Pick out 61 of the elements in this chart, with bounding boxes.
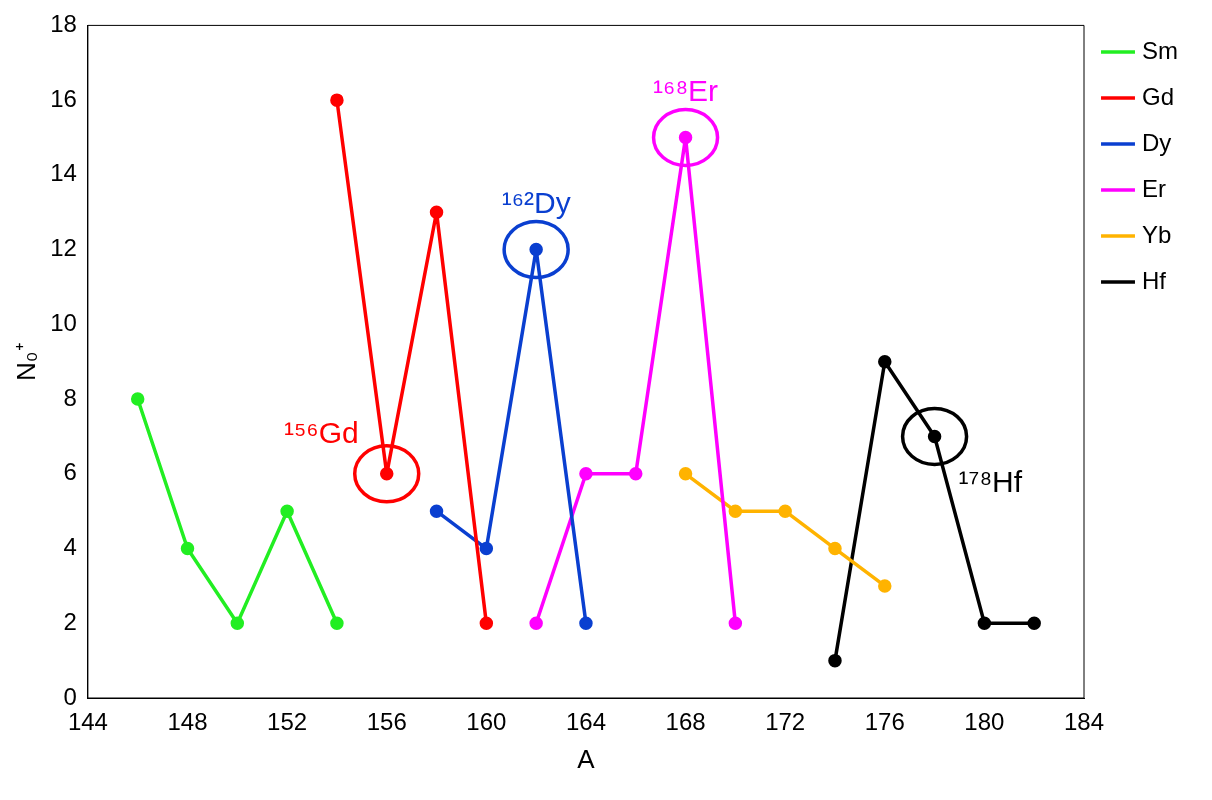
point	[330, 93, 344, 107]
legend-label: Hf	[1142, 266, 1167, 294]
point	[479, 616, 494, 631]
x-tick-label: 156	[366, 708, 407, 736]
point	[778, 504, 792, 518]
point	[479, 541, 494, 556]
y-axis-title: N₀⁺	[10, 342, 41, 381]
y-tick-label: 16	[50, 84, 77, 112]
point	[529, 616, 543, 631]
x-tick-label: 180	[964, 708, 1005, 736]
point	[280, 504, 294, 518]
point	[579, 616, 593, 631]
x-tick-label: 152	[267, 708, 308, 736]
point	[529, 242, 543, 257]
point	[878, 354, 892, 369]
point	[330, 616, 344, 631]
point	[230, 616, 245, 631]
y-tick-label: 4	[63, 533, 77, 561]
y-tick-label: 18	[50, 10, 77, 38]
y-tick-label: 6	[63, 458, 77, 486]
point	[379, 467, 394, 481]
point	[429, 504, 444, 518]
y-tick-label: 10	[50, 308, 77, 336]
x-tick-label: 168	[665, 708, 706, 736]
x-axis-title: A	[577, 743, 596, 774]
point	[927, 429, 942, 444]
point	[429, 205, 444, 219]
x-tick-label: 148	[167, 708, 208, 736]
point	[828, 653, 842, 668]
x-tick-label: 160	[466, 708, 507, 736]
legend-label: Dy	[1142, 128, 1172, 156]
annotation: ¹⁵⁶Gd	[283, 416, 359, 450]
legend-label: Yb	[1142, 220, 1172, 248]
point	[1027, 616, 1041, 631]
point	[678, 467, 693, 481]
y-tick-label: 0	[63, 682, 77, 710]
y-tick-label: 14	[50, 159, 77, 187]
point	[130, 392, 145, 406]
x-tick-label: 172	[765, 708, 806, 736]
point	[828, 541, 842, 556]
point	[728, 504, 743, 518]
annotation: ¹⁶⁸Er	[653, 73, 719, 107]
point	[579, 467, 593, 481]
y-tick-label: 12	[50, 234, 77, 262]
x-tick-label: 184	[1063, 708, 1105, 736]
annotation: ¹⁷⁸Hf	[958, 464, 1023, 498]
point	[878, 579, 892, 593]
x-tick-label: 176	[864, 708, 905, 736]
annotation: ¹⁶²Dy	[501, 185, 571, 219]
y-tick-label: 2	[63, 607, 77, 635]
x-tick-label: 164	[565, 708, 606, 736]
legend-label: Er	[1142, 174, 1167, 202]
point	[678, 130, 693, 145]
x-tick-label: 144	[67, 708, 108, 736]
y-tick-label: 8	[63, 383, 77, 411]
legend-label: Sm	[1142, 36, 1178, 64]
point	[728, 616, 743, 631]
point	[977, 616, 992, 631]
legend-label: Gd	[1142, 82, 1175, 110]
point	[629, 467, 643, 481]
point	[180, 541, 195, 556]
